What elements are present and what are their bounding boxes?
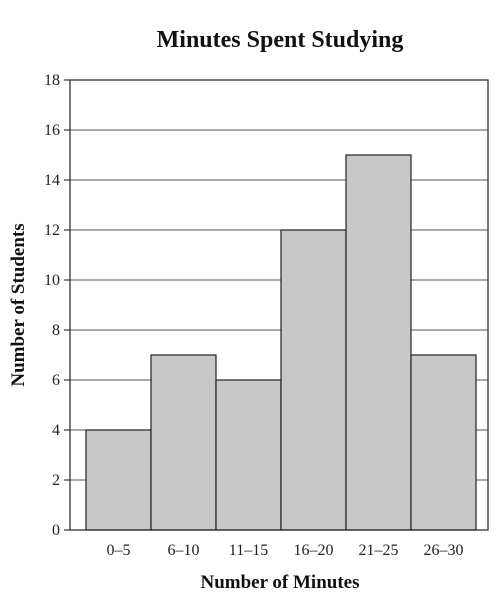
bar [410,354,477,531]
bars [85,154,477,531]
x-tick-label: 0–5 [107,542,131,559]
bar [345,154,412,531]
bar [280,229,347,531]
y-tick-label: 12 [44,222,60,239]
bar [215,379,282,531]
y-tick-label: 6 [52,372,60,389]
y-tick-label: 10 [44,272,60,289]
y-tick-label: 18 [44,72,60,89]
x-tick-label: 11–15 [229,542,268,559]
x-tick-label: 21–25 [359,542,399,559]
bar [150,354,217,531]
x-axis-label: Number of Minutes [200,572,359,593]
y-tick-label: 16 [44,122,60,139]
y-tick-labels: 0 2 4 6 8 10 12 14 16 18 [44,72,70,539]
x-tick-labels: 0–5 6–10 11–15 16–20 21–25 26–30 [107,542,464,559]
chart-title: Minutes Spent Studying [157,27,404,53]
plot-frame [69,79,489,531]
x-tick-label: 16–20 [294,542,334,559]
x-tick-label: 6–10 [168,542,200,559]
y-tick-label: 4 [52,422,60,439]
x-tick-label: 26–30 [424,542,464,559]
y-tick-label: 14 [44,172,60,189]
y-axis-label: Number of Students [8,223,29,386]
y-tick-label: 0 [52,522,60,539]
bar [85,429,152,531]
y-tick-label: 2 [52,472,60,489]
y-tick-label: 8 [52,322,60,339]
